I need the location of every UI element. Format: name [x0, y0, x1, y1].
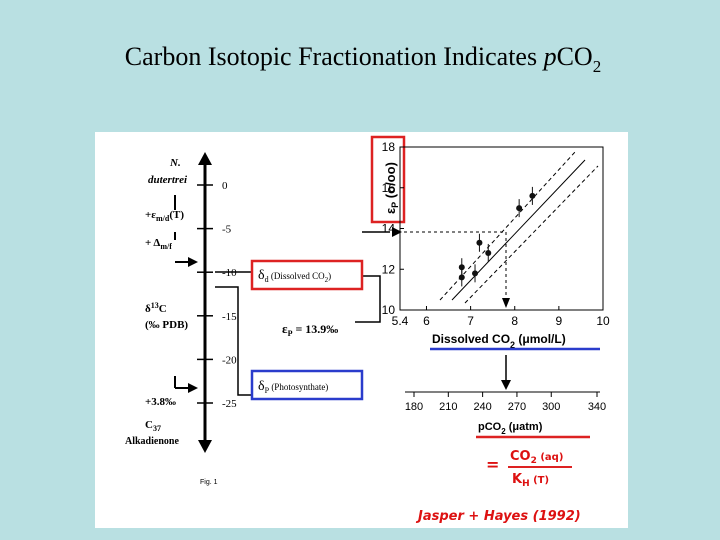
x2-tick-label: 180: [405, 401, 423, 413]
x2-axis-label: pCO2 (μatm): [478, 421, 543, 436]
point: [476, 239, 483, 246]
equation: CO2 (aq): [510, 449, 563, 466]
label: + Δm/f: [145, 237, 172, 251]
guide: [404, 231, 507, 300]
x2-tick-label: 270: [508, 401, 526, 413]
x-tick-label: 6: [423, 314, 430, 328]
slide-title: Carbon Isotopic Fractionation Indicates …: [125, 42, 601, 76]
y-tick-label: 16: [382, 181, 396, 195]
x-tick-label: 8: [511, 314, 518, 328]
arrow: [188, 383, 198, 393]
figure: [95, 132, 628, 528]
point: [529, 192, 536, 199]
arrow: [198, 440, 212, 453]
arrow: [198, 152, 212, 165]
x2-tick-label: 240: [473, 401, 491, 413]
box: [370, 135, 406, 224]
citation: Jasper + Hayes (1992): [415, 509, 581, 524]
point: [458, 264, 465, 271]
arrow: [502, 298, 510, 308]
x-tick-label: 9: [556, 314, 563, 328]
x2-tick-label: 340: [588, 401, 606, 413]
equation: KH (T): [512, 472, 549, 489]
scale-ticks: 0 -5 -10 -15 -20 -25: [197, 180, 237, 410]
arrow: [188, 257, 198, 267]
x2-tick-label: 210: [439, 401, 457, 413]
label: (‰ PDB): [145, 319, 188, 331]
species: dutertrei: [148, 174, 188, 186]
label: +εm/d(T): [145, 209, 184, 223]
x2-tick-label: 300: [542, 401, 560, 413]
label: δ13C: [145, 301, 167, 315]
x-axis-label: Dissolved CO2 (μmol/L): [432, 332, 566, 350]
label: Alkadienone: [125, 436, 179, 447]
label: C37: [145, 419, 161, 433]
point: [485, 249, 492, 256]
box-label: δd (Dissolved CO2): [258, 268, 331, 284]
point: [516, 205, 523, 212]
y-axis-label: εP (o/oo): [383, 162, 400, 214]
fig-label: Fig. 1: [200, 479, 218, 486]
x-tick-label: 7: [467, 314, 474, 328]
y-tick-label: 18: [382, 140, 396, 154]
tick-label: -20: [222, 354, 237, 366]
arrow: [392, 227, 402, 237]
tick-label: -10: [222, 267, 237, 279]
y-tick-label: 10: [382, 303, 396, 317]
fit-line: [451, 159, 586, 301]
fit-line: [464, 165, 599, 304]
fit-line: [439, 151, 576, 301]
arrow: [501, 380, 511, 390]
x-tick-label: 10: [596, 314, 610, 328]
y-tick-label: 12: [382, 262, 396, 276]
point: [458, 274, 465, 281]
tick-label: -15: [222, 311, 237, 323]
connector: [174, 195, 195, 389]
equation: =: [486, 455, 499, 474]
species: N.: [169, 157, 181, 169]
x-tick-label: 5.4: [392, 314, 409, 328]
tick-label: 0: [222, 180, 228, 192]
tick-label: -5: [222, 224, 232, 236]
y-tick-label: 14: [382, 222, 396, 236]
box: [250, 369, 364, 401]
plot: 10 12 14 16 18 5.4 6 7 8 9 10 180 210 240 270 300 340: [382, 140, 610, 413]
box-label: εP = 13.9‰: [282, 321, 338, 338]
box-label: δP (Photosynthate): [258, 379, 328, 395]
connector: [215, 271, 381, 396]
point: [472, 270, 479, 277]
tick-label: -25: [222, 398, 237, 410]
label: +3.8‰: [145, 396, 176, 408]
box: [250, 259, 364, 291]
